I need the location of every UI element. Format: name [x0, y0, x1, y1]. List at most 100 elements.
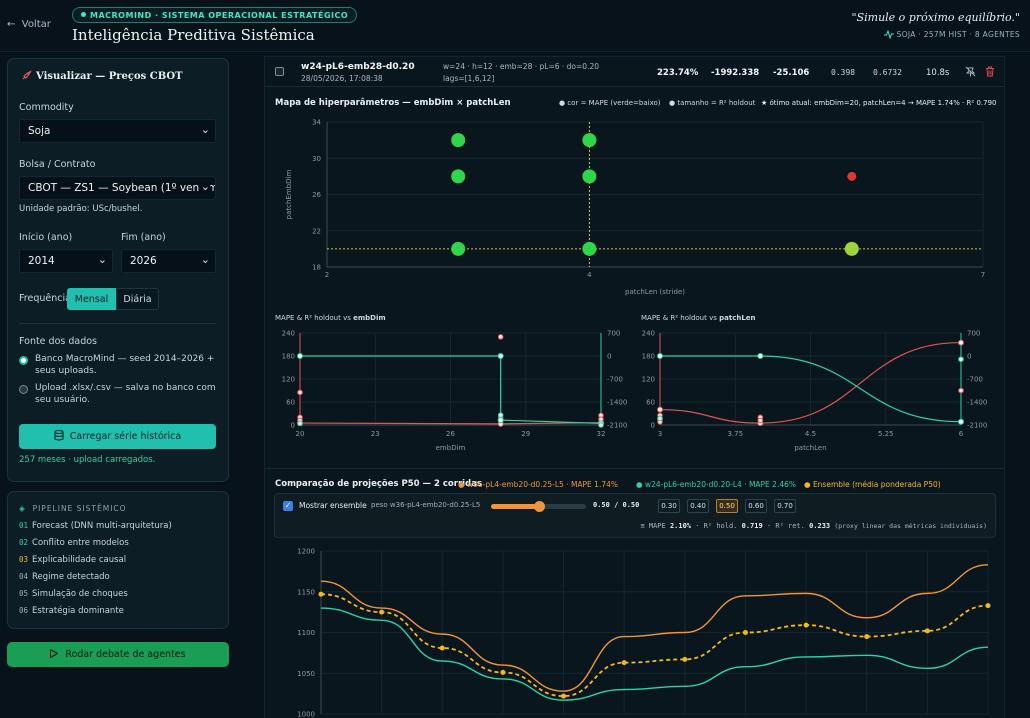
- hyperparam-point[interactable]: [582, 241, 597, 256]
- load-series-button[interactable]: Carregar série histórica: [19, 424, 216, 449]
- ensemble-point[interactable]: [682, 656, 688, 662]
- metric-4: 0.398: [831, 68, 856, 77]
- y-tick-label: 26: [312, 191, 321, 199]
- brand-badge: MACROMIND · SISTEMA OPERACIONAL ESTRATÉG…: [72, 7, 358, 23]
- y-right-tick-label: -1400: [607, 399, 627, 407]
- weight-chip[interactable]: 0.40: [687, 499, 709, 513]
- source-db-label[interactable]: Banco MacroMind — seed 2014–2026 + seus …: [35, 354, 215, 376]
- ensemble-point[interactable]: [985, 603, 991, 609]
- y-tick-label: 18: [312, 264, 321, 272]
- y-tick-label: 34: [312, 119, 321, 127]
- freq-daily-button[interactable]: Diária: [116, 288, 159, 310]
- hyperparam-point[interactable]: [451, 241, 466, 256]
- weight-slider-knob[interactable]: [533, 501, 545, 512]
- panel-title: Visualizar — Preços CBOT: [21, 70, 183, 82]
- ensemble-point[interactable]: [803, 622, 809, 628]
- commodity-select[interactable]: Soja ⌄: [19, 119, 216, 143]
- row-checkbox[interactable]: [275, 67, 284, 76]
- commodity-label: Commodity: [19, 102, 74, 113]
- series-point[interactable]: [657, 415, 663, 422]
- emb-dim-chart: 0 60 120 180 240 -2100 -1400 -700 0 700 20 23 26 29 32…: [282, 330, 628, 453]
- weight-chip[interactable]: 0.30: [658, 499, 680, 513]
- weight-chip[interactable]: 0.70: [774, 499, 796, 513]
- source-db-radio[interactable]: [19, 356, 28, 365]
- series-point[interactable]: [757, 417, 764, 424]
- ensemble-point[interactable]: [924, 628, 930, 634]
- series-point[interactable]: [297, 420, 303, 427]
- end-year-select[interactable]: 2026 ⌄: [121, 249, 216, 273]
- y-left-tick-label: 240: [282, 330, 295, 338]
- back-link[interactable]: ← Voltar: [7, 19, 51, 30]
- hyperparam-point[interactable]: [451, 133, 466, 148]
- series-point[interactable]: [497, 353, 504, 359]
- freq-monthly-button[interactable]: Mensal: [67, 288, 116, 310]
- ensemble-point[interactable]: [379, 609, 385, 615]
- ensemble-checkbox[interactable]: ✓: [283, 501, 293, 511]
- hyperparam-point[interactable]: [844, 241, 859, 256]
- x-axis-label: embDim: [436, 444, 466, 452]
- ensemble-metric-value: 0.233: [809, 522, 831, 530]
- frequency-label: Frequência: [19, 293, 71, 304]
- series-point[interactable]: [958, 339, 964, 346]
- ensemble-point[interactable]: [621, 660, 627, 666]
- header-meta: SOJA · 257M HIST · 8 AGENTES: [883, 29, 1020, 40]
- ensemble-controls: ✓ Mostrar ensemble peso w36-pL4-emb20-d0…: [274, 493, 996, 538]
- run-lags: lags=[1,6,12]: [443, 74, 495, 83]
- series-point[interactable]: [497, 412, 504, 418]
- pulse-icon: [883, 29, 894, 40]
- exchange-value: CBOT — ZS1 — Soybean (1º vencimento): [28, 182, 215, 194]
- series-point[interactable]: [958, 387, 964, 394]
- pipeline-title-text: PIPELINE SISTÊMICO: [32, 504, 127, 513]
- series-point[interactable]: [958, 418, 964, 425]
- pipeline-step: 06 Estratégia dominante: [19, 606, 124, 616]
- weight-value: 0.50 / 0.50: [593, 501, 640, 509]
- source-upload-label[interactable]: Upload .xlsx/.csv — salva no banco com s…: [35, 383, 216, 405]
- hyperparam-map-chart: 18 22 26 30 34 2 4 7 patchLen (stride) patchEmbDi…: [285, 119, 985, 297]
- source-upload-radio[interactable]: [19, 385, 28, 394]
- ensemble-point[interactable]: [561, 693, 567, 699]
- hyperparam-point[interactable]: [451, 169, 466, 184]
- series-point[interactable]: [657, 406, 663, 413]
- y-tick-label: 1150: [297, 588, 315, 596]
- x-tick-label: 3: [658, 430, 662, 438]
- weight-chip[interactable]: 0.50: [716, 499, 738, 513]
- series-point[interactable]: [497, 334, 504, 340]
- trash-icon[interactable]: [985, 66, 995, 77]
- ensemble-point[interactable]: [864, 634, 870, 640]
- series-point[interactable]: [598, 422, 604, 428]
- run-debate-button[interactable]: Rodar debate de agentes: [7, 642, 229, 667]
- ensemble-point[interactable]: [439, 645, 445, 651]
- unit-note: Unidade padrão: USc/bushel.: [19, 204, 143, 214]
- metric-mape: 223.74%: [657, 68, 699, 78]
- series-point[interactable]: [297, 389, 303, 396]
- series-point[interactable]: [497, 417, 504, 424]
- y-tick-label: 22: [312, 227, 321, 235]
- start-year-select[interactable]: 2014 ⌄: [19, 249, 113, 273]
- patch-chart-title-var: patchLen: [719, 314, 756, 322]
- hyperparam-point[interactable]: [582, 133, 597, 148]
- panel-title-text: Visualizar — Preços CBOT: [36, 71, 183, 82]
- run-name: w24-pL6-emb28-d0.20: [301, 62, 415, 72]
- show-ensemble-label[interactable]: Mostrar ensemble: [299, 501, 367, 510]
- exchange-select[interactable]: CBOT — ZS1 — Soybean (1º vencimento)⌄: [19, 176, 216, 200]
- brand-text: MACROMIND · SISTEMA OPERACIONAL ESTRATÉG…: [90, 11, 349, 20]
- hyperparam-point[interactable]: [582, 169, 597, 184]
- hyperparam-title: Mapa de hiperparâmetros — embDim × patch…: [275, 98, 511, 108]
- series-point[interactable]: [757, 353, 764, 359]
- hyperparam-point[interactable]: [847, 171, 857, 181]
- weight-chip[interactable]: 0.60: [745, 499, 767, 513]
- ensemble-metric-label: · R² ret.: [766, 522, 805, 530]
- series-point[interactable]: [958, 356, 964, 363]
- series-point[interactable]: [297, 353, 303, 359]
- x-tick-label: 20: [296, 430, 305, 438]
- series-point[interactable]: [657, 353, 663, 359]
- unpin-icon[interactable]: [965, 66, 976, 77]
- y-right-tick-label: 0: [607, 353, 611, 361]
- ensemble-point[interactable]: [318, 591, 324, 597]
- load-series-label: Carregar série histórica: [69, 431, 182, 442]
- chevron-down-icon: ⌄: [198, 177, 210, 198]
- x-tick-label: 2: [325, 271, 329, 279]
- weight-slider[interactable]: [491, 501, 586, 512]
- ensemble-point[interactable]: [742, 630, 748, 635]
- ensemble-point[interactable]: [500, 669, 506, 675]
